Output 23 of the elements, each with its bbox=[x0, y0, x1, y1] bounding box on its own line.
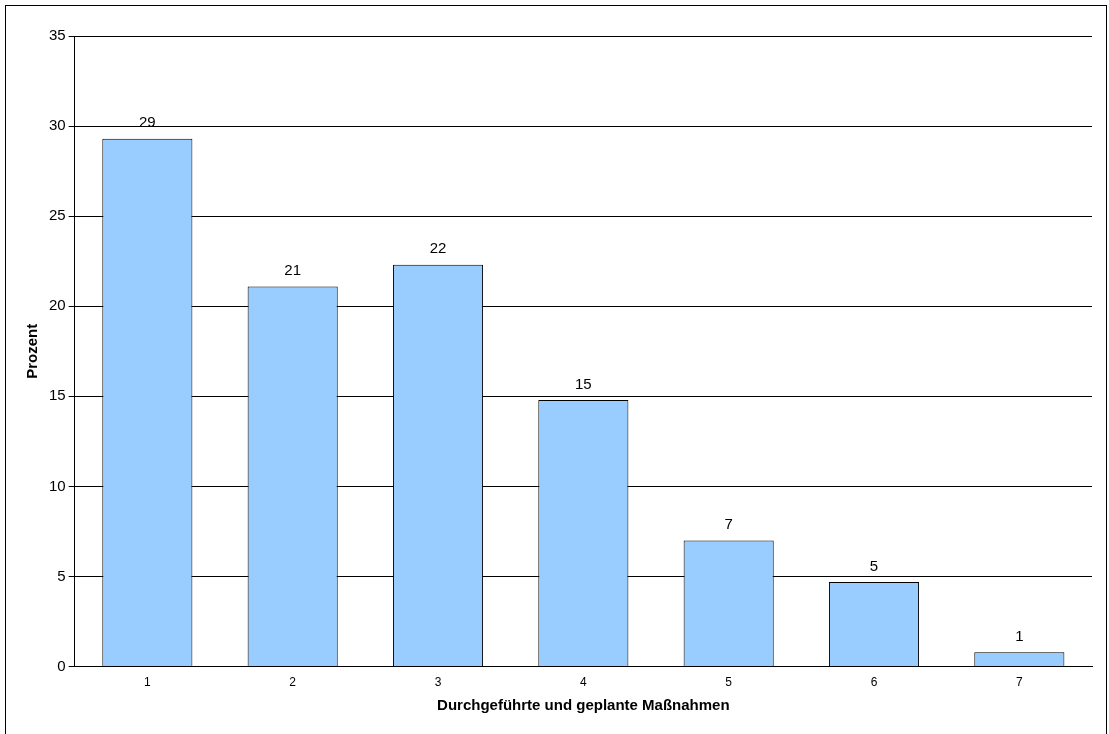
data-label: 22 bbox=[429, 239, 447, 257]
x-tick-label: 2 bbox=[289, 675, 297, 690]
x-axis-title: Durchgeführte und geplante Maßnahmen bbox=[437, 696, 730, 714]
x-tick-label: 4 bbox=[580, 675, 587, 690]
data-label: 21 bbox=[284, 261, 302, 279]
y-axis-title: Prozent bbox=[23, 323, 41, 379]
data-label: 5 bbox=[869, 556, 879, 574]
x-tick-label: 5 bbox=[725, 675, 733, 690]
x-tick-label: 3 bbox=[434, 675, 442, 690]
y-tick-label: 30 bbox=[49, 116, 66, 134]
y-tick-label: 20 bbox=[49, 296, 66, 314]
y-tick-label: 15 bbox=[49, 386, 66, 404]
x-tick-label: 1 bbox=[144, 675, 152, 690]
y-tick-label: 25 bbox=[49, 206, 66, 224]
y-tick-label: 5 bbox=[57, 566, 66, 584]
y-tick-label: 35 bbox=[49, 26, 66, 44]
y-tick-label: 10 bbox=[49, 476, 66, 494]
data-label: 15 bbox=[575, 374, 592, 392]
y-tick-label: 0 bbox=[57, 656, 66, 674]
x-tick-label: 7 bbox=[1015, 675, 1023, 690]
data-label: 7 bbox=[724, 515, 733, 533]
data-label: 1 bbox=[1015, 626, 1024, 644]
x-tick-label: 6 bbox=[870, 675, 878, 690]
